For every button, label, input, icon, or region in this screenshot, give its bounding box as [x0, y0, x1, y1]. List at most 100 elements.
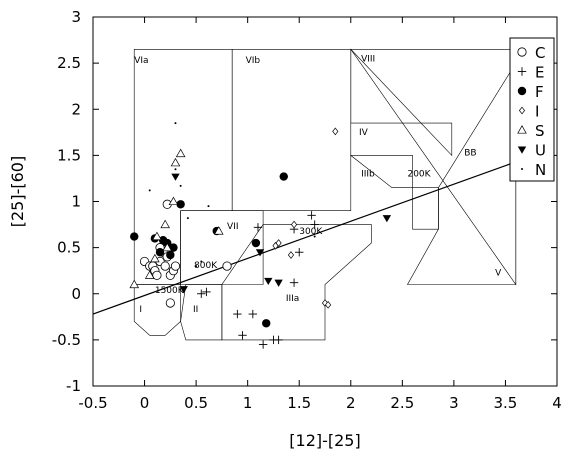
y-tick-label: 0 [71, 285, 81, 303]
legend-marker-f [517, 86, 527, 96]
point-n [200, 260, 203, 263]
point-n [148, 189, 151, 192]
point-f [155, 248, 165, 257]
point-c [170, 261, 181, 271]
point-f [279, 172, 288, 181]
point-n [174, 122, 177, 125]
x-tick-label: 4 [552, 394, 562, 412]
y-tick-label: -1 [66, 377, 81, 395]
region-iiia [221, 224, 372, 341]
temperature-label: 800K [194, 261, 218, 271]
temperature-labels: 200K 300K 800K 1500K [155, 170, 432, 296]
legend-marker-c [517, 47, 527, 57]
legend-label-c: C [535, 44, 546, 62]
x-axis-label: [12]-[25] [289, 431, 360, 450]
y-tick-label: 1 [71, 193, 81, 211]
region-label-vib: VIb [246, 56, 261, 66]
x-tick-label: 1.5 [287, 394, 311, 412]
blackbody-line [92, 148, 553, 315]
point-n [174, 168, 177, 171]
x-tick-label: 3 [449, 394, 459, 412]
legend-label-e: E [535, 64, 545, 82]
point-e [307, 211, 316, 220]
legend-box [509, 37, 555, 182]
legend-label-u: U [535, 142, 547, 160]
point-s [170, 157, 181, 167]
x-tick-label: 2.5 [390, 394, 414, 412]
point-n [207, 205, 210, 208]
legend-marker-i [518, 106, 526, 115]
point-e [253, 223, 263, 232]
point-u [255, 249, 265, 257]
region-vib [231, 48, 352, 211]
x-tick-label: 0.5 [184, 394, 208, 412]
point-i [325, 300, 332, 309]
region-v [406, 62, 517, 285]
x-tick-label: 2 [346, 394, 356, 412]
region-label-i: I [139, 305, 142, 315]
point-c [222, 261, 232, 271]
point-i [291, 220, 298, 229]
point-e [295, 248, 304, 257]
x-tick-label: 0 [140, 394, 150, 412]
point-s [175, 148, 186, 158]
y-axis-label: [25]-[60] [8, 156, 27, 227]
y-tick-label: 2.5 [57, 54, 81, 72]
data-points [129, 122, 392, 349]
region-label-ii: II [193, 305, 198, 315]
point-u [264, 277, 273, 286]
point-n [179, 184, 182, 187]
point-c [152, 270, 162, 280]
legend-label-n: N [535, 161, 547, 179]
point-s [160, 219, 170, 229]
region-viii [350, 48, 517, 286]
point-s [129, 279, 140, 289]
point-i [332, 127, 339, 136]
point-n [164, 239, 167, 242]
point-i [287, 251, 295, 259]
x-tick-label: 1 [243, 394, 253, 412]
point-e [202, 287, 211, 297]
point-e [238, 331, 247, 340]
point-u [179, 286, 188, 294]
point-e [233, 309, 242, 319]
y-tick-label: 1.5 [57, 146, 81, 164]
region-label-iiia: IIIa [286, 294, 299, 304]
point-e [289, 278, 299, 287]
legend-label-i: I [535, 103, 540, 121]
point-f [166, 250, 175, 260]
point-e [310, 220, 319, 229]
region-iiib [349, 155, 439, 230]
x-tick-label: -0.5 [78, 394, 107, 412]
x-tick-label: 3.5 [494, 394, 518, 412]
point-u [382, 215, 392, 223]
point-c [160, 261, 170, 271]
point-n [313, 235, 316, 238]
axes: -0.5 0 0.5 1 1.5 2 2.5 3 3.5 4-1-0.500.511.522.53 [52, 8, 562, 412]
y-tick-label: 2 [71, 100, 81, 118]
point-u [171, 173, 180, 181]
point-s [213, 226, 224, 235]
blackbody-curve [92, 148, 553, 315]
region-label-vii: VII [227, 222, 238, 232]
region-via [133, 48, 233, 285]
point-f [130, 232, 139, 241]
point-e [197, 289, 206, 298]
temperature-label: 1500K [155, 286, 185, 296]
point-e [274, 335, 283, 345]
region-vii [180, 210, 264, 285]
legend-label-s: S [535, 122, 546, 140]
region-label-iv: IV [359, 128, 369, 138]
temperature-label: 200K [407, 170, 431, 180]
region-label-iiib: IIIb [361, 170, 375, 180]
legend-marker-u [517, 146, 527, 154]
point-e [248, 309, 258, 319]
legend-label-f: F [535, 83, 545, 101]
legend-marker-s [517, 125, 527, 134]
region-label-v: V [495, 268, 502, 278]
region-label-via: VIa [134, 56, 148, 66]
legend-marker-n [521, 168, 523, 170]
